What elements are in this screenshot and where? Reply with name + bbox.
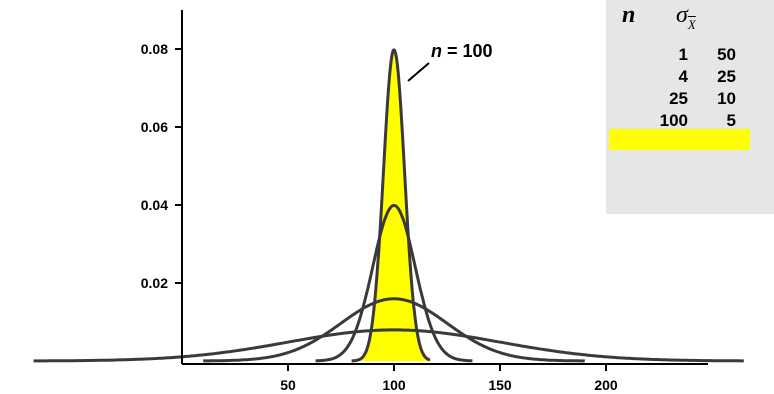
- x-tick-label: 200: [594, 377, 618, 393]
- legend-header-sigma-symbol: σ: [676, 2, 688, 28]
- y-tick-label: 0.06: [141, 119, 168, 135]
- legend-row-n: 1: [678, 45, 688, 64]
- legend-panel: [606, 0, 774, 214]
- legend-row-sigma: 10: [717, 89, 736, 108]
- legend-row-n: 25: [669, 89, 688, 108]
- curve-n25: [314, 203, 474, 363]
- legend-highlight: [609, 129, 750, 150]
- legend-row-n: 100: [659, 111, 688, 130]
- y-tick-label: 0.04: [141, 197, 168, 213]
- curve-n100: [350, 48, 432, 363]
- x-tick-label: 150: [488, 377, 512, 393]
- legend-header-sigma-subscript: X: [687, 17, 696, 32]
- curve-annotation: n = 100: [407, 41, 493, 82]
- annotation-value: = 100: [442, 41, 493, 61]
- x-tick-label: 50: [280, 377, 296, 393]
- y-tick-label: 0.02: [141, 275, 168, 291]
- annotation-leader: [407, 62, 430, 82]
- legend-header-sigma: σX: [676, 2, 696, 32]
- legend-row-sigma: 25: [717, 67, 736, 86]
- legend-row-n: 4: [678, 67, 688, 86]
- legend-header-n: n: [622, 2, 636, 28]
- svg-text:n = 100: n = 100: [431, 41, 493, 61]
- annotation-n: n: [431, 41, 442, 61]
- curve-n4: [203, 297, 585, 363]
- curve-n1: [33, 328, 744, 363]
- legend-row-sigma: 5: [726, 111, 736, 130]
- x-tick-label: 100: [382, 377, 406, 393]
- y-tick-label: 0.08: [141, 41, 168, 57]
- legend-row-sigma: 50: [717, 45, 736, 64]
